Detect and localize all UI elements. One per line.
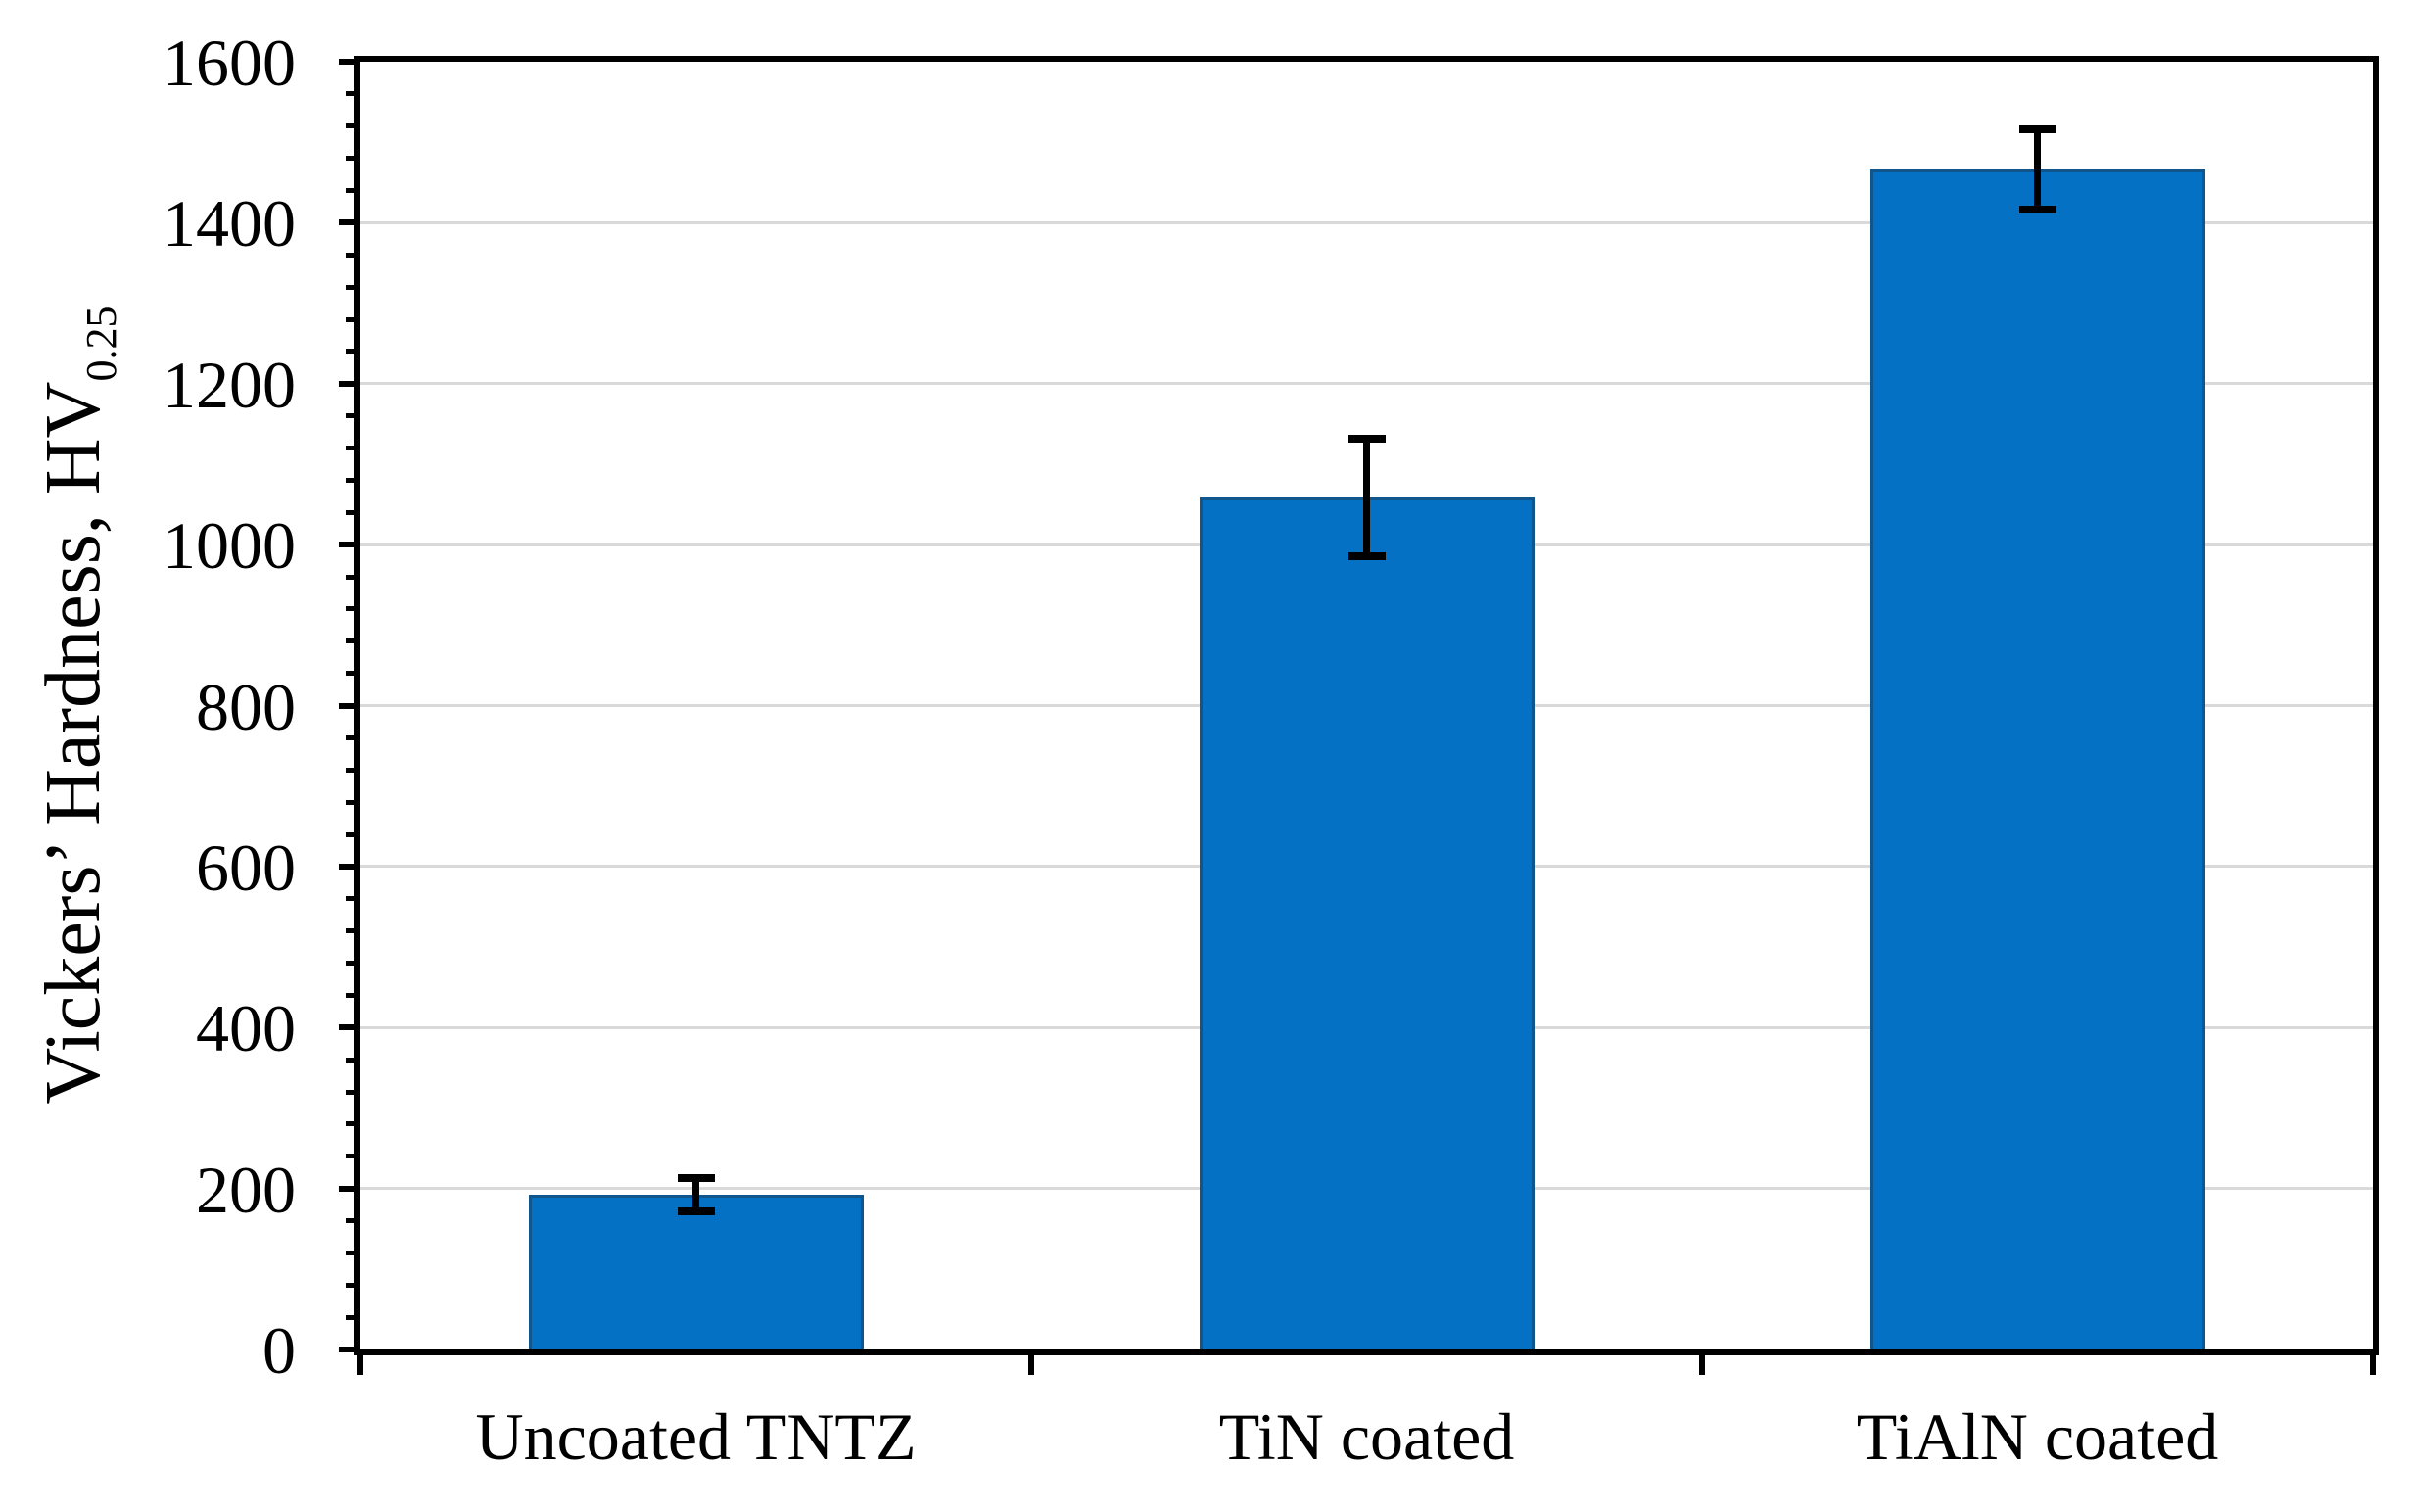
y-minor-tick-1320 [346,284,360,290]
y-tick-label-200: 200 [196,1152,296,1227]
y-major-tick-200 [339,1185,360,1192]
y-minor-tick-760 [346,734,360,740]
y-minor-tick-360 [346,1057,360,1063]
x-category-label-tin-coated: TiN coated [1218,1399,1515,1474]
x-category-label-tialn-coated: TiAlN coated [1856,1399,2219,1474]
error-bar-top-cap-tin-coated [1347,435,1386,444]
error-bar-top-cap-tialn-coated [2018,125,2056,134]
y-major-tick-800 [339,702,360,709]
x-boundary-tick-1 [1028,1349,1034,1375]
y-major-tick-1600 [339,59,360,65]
y-major-tick-400 [339,1024,360,1031]
bar-tialn-coated [1869,169,2205,1349]
y-tick-label-1000: 1000 [163,508,296,584]
bar-tin-coated [1199,497,1535,1349]
y-major-tick-600 [339,863,360,870]
y-axis-title: Vickers’ Hardness, HV0.25 [28,307,125,1105]
y-tick-label-1600: 1600 [163,25,296,100]
y-minor-tick-240 [346,1154,360,1159]
y-minor-tick-520 [346,928,360,934]
y-minor-tick-280 [346,1121,360,1127]
y-tick-label-400: 400 [196,991,296,1066]
y-minor-tick-960 [346,574,360,580]
gridline-1200 [360,382,2373,386]
y-minor-tick-680 [346,799,360,805]
error-bar-line-tin-coated [1363,439,1370,557]
error-bar-line-uncoated-tntz [692,1177,699,1212]
error-bar-bottom-cap-tin-coated [1347,552,1386,561]
y-tick-label-0: 0 [262,1313,296,1388]
y-minor-tick-640 [346,831,360,837]
gridline-1400 [360,220,2373,224]
y-minor-tick-320 [346,1089,360,1095]
y-tick-label-1200: 1200 [163,347,296,422]
x-boundary-tick-3 [2370,1349,2376,1375]
error-bar-bottom-cap-tialn-coated [2018,206,2056,214]
y-minor-tick-40 [346,1314,360,1320]
y-minor-tick-1240 [346,349,360,354]
y-tick-label-800: 800 [196,669,296,744]
y-minor-tick-560 [346,896,360,902]
y-minor-tick-1360 [346,252,360,258]
x-category-label-uncoated-tntz: Uncoated TNTZ [475,1399,917,1474]
y-minor-tick-1120 [346,446,360,450]
y-axis-title-text: Vickers’ Hardness, HV [30,381,117,1105]
y-minor-tick-160 [346,1218,360,1223]
y-minor-tick-1520 [346,123,360,129]
plot-area [354,56,2379,1355]
y-tick-label-1400: 1400 [163,186,296,261]
y-minor-tick-1080 [346,477,360,483]
error-bar-top-cap-uncoated-tntz [677,1173,715,1182]
y-minor-tick-880 [346,638,360,644]
y-minor-tick-1040 [346,509,360,515]
y-minor-tick-1160 [346,413,360,419]
y-major-tick-1200 [339,380,360,387]
x-boundary-tick-2 [1699,1349,1705,1375]
y-minor-tick-1440 [346,188,360,193]
y-minor-tick-480 [346,961,360,966]
y-major-tick-0 [339,1347,360,1352]
y-major-tick-1000 [339,542,360,548]
y-minor-tick-120 [346,1250,360,1255]
y-major-tick-1400 [339,219,360,226]
y-minor-tick-1560 [346,91,360,97]
y-minor-tick-920 [346,606,360,612]
y-minor-tick-1480 [346,156,360,162]
y-tick-label-600: 600 [196,829,296,905]
error-bar-bottom-cap-uncoated-tntz [677,1207,715,1216]
y-minor-tick-840 [346,671,360,677]
y-minor-tick-720 [346,767,360,773]
y-minor-tick-1280 [346,316,360,322]
y-minor-tick-440 [346,992,360,998]
x-boundary-tick-0 [357,1349,363,1375]
y-minor-tick-80 [346,1282,360,1288]
bar-uncoated-tntz [528,1195,864,1349]
error-bar-line-tialn-coated [2034,129,2041,211]
